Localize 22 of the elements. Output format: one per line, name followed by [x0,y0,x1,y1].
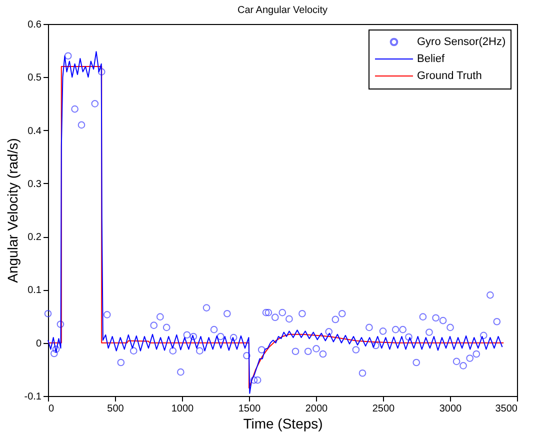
legend-label: Ground Truth [417,70,482,82]
x-tick-label: 0 [48,404,54,414]
y-tick-label: 0 [36,338,42,350]
x-tick-label: 1500 [238,404,262,414]
y-tick-label: 0.1 [28,285,42,296]
x-tick-label: 3000 [439,404,462,414]
y-tick-label: 0.4 [28,126,42,137]
chart-title: Car Angular Velocity [237,5,328,16]
x-axis-title: Time (Steps) [243,416,323,432]
y-tick-label: 0.5 [28,72,42,84]
y-axis-title: Angular Velocity (rad/s) [4,138,20,283]
x-tick-label: 500 [107,404,124,414]
x-tick-label: 2500 [372,404,396,414]
y-tick-label: 0.6 [28,20,42,30]
legend-label: Gyro Sensor(2Hz) [417,36,506,48]
x-tick-label: 3500 [495,404,518,414]
x-tick-label: 1000 [171,404,194,414]
y-tick-label: 0.2 [28,232,42,244]
y-tick-label: -0.1 [24,392,42,402]
x-tick-label: 2000 [305,404,328,414]
y-tick-label: 0.3 [28,178,42,190]
legend-label: Belief [417,53,446,65]
